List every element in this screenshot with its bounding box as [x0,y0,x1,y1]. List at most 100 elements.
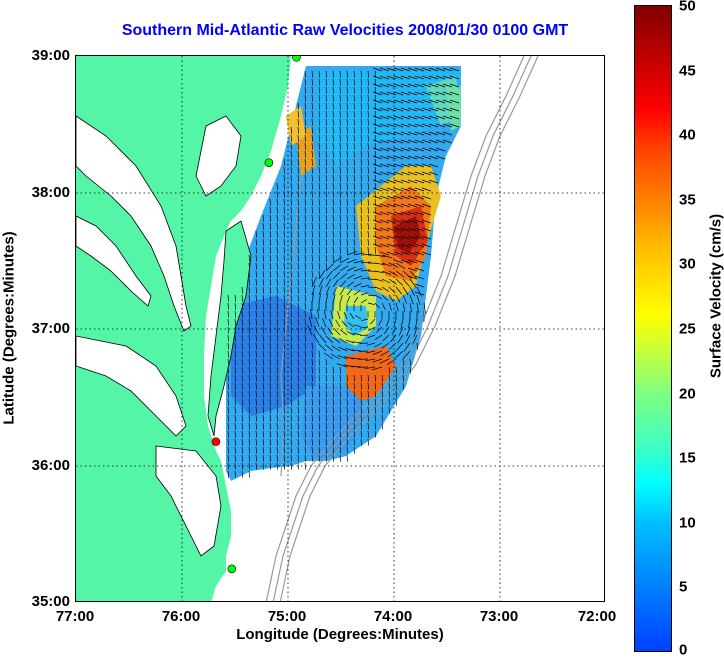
velocity-arrow [435,123,446,128]
y-tick-label: 35:00 [31,593,70,610]
velocity-arrow [393,67,404,72]
velocity-arrow [332,174,335,182]
velocity-arrow [421,131,432,136]
velocity-arrow [393,187,404,192]
velocity-arrow [322,318,327,328]
velocity-arrow [227,470,230,478]
velocity-arrow [297,326,300,334]
velocity-arrow [442,131,453,136]
velocity-arrow [276,454,279,462]
velocity-arrow [407,203,418,208]
velocity-arrow [381,382,384,390]
velocity-arrow [400,187,411,192]
velocity-arrow [311,374,314,382]
velocity-arrow [414,171,425,176]
velocity-arrow [421,91,432,96]
velocity-arrow [372,187,383,192]
velocity-arrow [404,334,411,344]
velocity-arrow [269,310,272,318]
velocity-arrow [407,243,418,248]
velocity-arrow [297,126,300,134]
velocity-arrow [346,430,349,438]
velocity-arrow [414,99,425,104]
velocity-arrow [311,166,314,174]
velocity-arrow [269,422,272,430]
velocity-arrow [379,155,390,160]
velocity-arrow [386,171,397,176]
velocity-arrow [379,147,390,152]
velocity-arrow [339,102,342,110]
velocity-arrow [290,446,293,454]
velocity-arrow [407,275,418,280]
velocity-arrow [325,94,328,102]
velocity-arrow [374,422,377,430]
velocity-arrow [414,163,425,168]
velocity-arrow [255,454,258,462]
velocity-arrow [325,174,328,182]
velocity-arrow [311,366,314,374]
velocity-arrow [276,374,279,382]
velocity-arrow [325,70,328,78]
velocity-arrow [339,150,342,158]
velocity-arrow [360,118,363,126]
velocity-arrow [421,67,432,72]
velocity-arrow [283,294,286,302]
velocity-arrow [374,374,377,382]
velocity-arrow [353,283,362,288]
velocity-arrow [290,150,293,158]
velocity-arrow [304,430,307,438]
velocity-arrow [435,75,446,80]
velocity-arrow [370,318,376,325]
velocity-arrow [346,206,349,214]
velocity-arrow [311,134,314,142]
velocity-arrow [304,198,307,206]
velocity-arrow [304,270,307,278]
velocity-arrow [407,75,418,80]
velocity-arrow [402,382,405,390]
velocity-arrow [414,123,425,128]
velocity-arrow [297,214,300,222]
velocity-arrow [353,86,356,94]
velocity-arrow [367,214,370,222]
velocity-arrow [341,320,348,328]
velocity-arrow [318,166,321,174]
velocity-arrow [415,318,418,330]
velocity-arrow [241,414,244,422]
velocity-arrow [393,219,404,224]
velocity-arrow [269,222,272,230]
velocity-arrow [393,259,404,264]
velocity-arrow [393,139,404,144]
velocity-arrow [318,285,323,296]
velocity-arrow [330,353,341,360]
velocity-arrow [353,166,356,174]
velocity-arrow [346,166,349,174]
velocity-arrow [283,358,286,366]
velocity-arrow [360,174,363,182]
velocity-arrow [283,262,286,270]
velocity-arrow [262,326,265,334]
velocity-arrow [339,438,342,446]
velocity-arrow [393,203,404,208]
velocity-arrow [318,406,321,414]
velocity-arrow [227,326,230,334]
velocity-arrow [310,308,313,320]
velocity-arrow [304,206,307,214]
velocity-arrow [339,78,342,86]
velocity-arrow [374,398,377,406]
velocity-arrow [402,286,409,296]
velocity-arrow [325,414,328,422]
velocity-arrow [386,91,397,96]
velocity-arrow [227,318,230,326]
velocity-arrow [311,206,314,214]
velocity-arrow [332,70,335,78]
velocity-arrow [227,422,230,430]
velocity-arrow [290,342,293,350]
velocity-arrow [442,91,453,96]
velocity-arrow [346,288,353,296]
velocity-arrow [318,150,321,158]
velocity-arrow [262,334,265,342]
velocity-arrow [332,454,335,462]
velocity-arrow [380,350,390,357]
velocity-arrow [304,278,307,286]
velocity-arrow [297,302,300,310]
